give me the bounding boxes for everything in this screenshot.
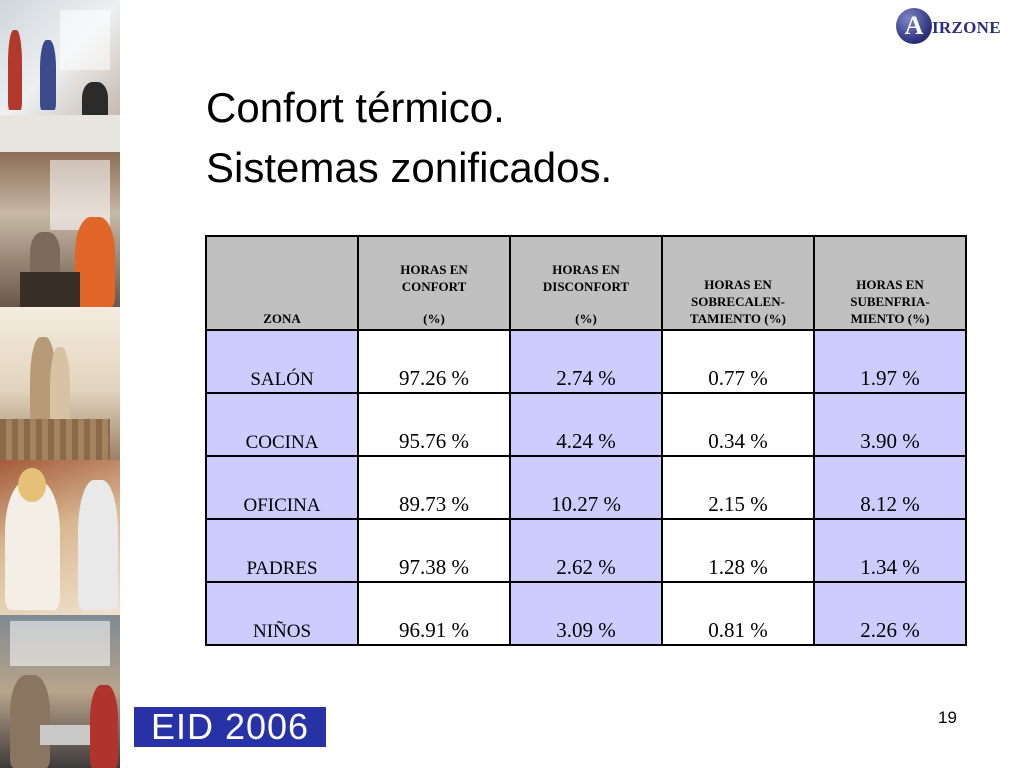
header-disconfort: HORAS EN DISCONFORT (%) [509,235,663,331]
title-line-2: Sistemas zonificados. [206,144,613,191]
header-disconfort-unit: (%) [575,311,597,326]
cell-disconfort: 2.74 % [509,329,663,394]
cell-subenfriamiento: 8.12 % [813,455,967,520]
header-confort-line2: CONFORT [401,279,467,294]
airzone-logo: A IRZONE [896,6,1016,46]
header-sobrecal-line2: SOBRECALEN- [691,294,785,309]
photo-pillow-fight [0,460,120,615]
header-subenfriamiento: HORAS EN SUBENFRIA- MIENTO (%) [813,235,967,331]
table-row: COCINA 95.76 % 4.24 % 0.34 % 3.90 % [205,392,967,457]
header-confort-line1: HORAS EN [400,262,468,277]
cell-sobrecalentamiento: 0.77 % [661,329,815,394]
header-sobrecal-line3: TAMIENTO (%) [690,311,786,326]
photo-strip [0,0,120,768]
cell-disconfort: 4.24 % [509,392,663,457]
header-confort-unit: (%) [423,311,445,326]
eid-2006-logo: EID 2006 [134,707,326,747]
page-number: 19 [938,708,957,727]
cell-zona: COCINA [205,392,359,457]
cell-zona: SALÓN [205,329,359,394]
table-row: OFICINA 89.73 % 10.27 % 2.15 % 8.12 % [205,455,967,520]
cell-sobrecalentamiento: 0.34 % [661,392,815,457]
cell-sobrecalentamiento: 0.81 % [661,581,815,646]
logo-initial: A [896,8,932,44]
photo-couple-dancing [0,307,120,460]
table-row: NIÑOS 96.91 % 3.09 % 0.81 % 2.26 % [205,581,967,646]
header-disconfort-line1: HORAS EN [552,262,620,277]
cell-confort: 97.26 % [357,329,511,394]
photo-living-room [0,0,120,152]
cell-subenfriamiento: 2.26 % [813,581,967,646]
header-confort: HORAS EN CONFORT (%) [357,235,511,331]
cell-confort: 97.38 % [357,518,511,583]
cell-confort: 96.91 % [357,581,511,646]
header-subenfria-line3: MIENTO (%) [850,311,930,326]
header-sobrecal-line1: HORAS EN [704,277,772,292]
comfort-table: ZONA HORAS EN CONFORT (%) HORAS EN DISCO… [205,235,967,646]
header-disconfort-line2: DISCONFORT [542,279,630,294]
photo-family-computer [0,615,120,768]
cell-disconfort: 2.62 % [509,518,663,583]
header-zona: ZONA [205,235,359,331]
cell-subenfriamiento: 3.90 % [813,392,967,457]
header-sobrecalentamiento: HORAS EN SOBRECALEN- TAMIENTO (%) [661,235,815,331]
cell-disconfort: 3.09 % [509,581,663,646]
cell-subenfriamiento: 1.34 % [813,518,967,583]
table-row: PADRES 97.38 % 2.62 % 1.28 % 1.34 % [205,518,967,583]
cell-subenfriamiento: 1.97 % [813,329,967,394]
table-row: SALÓN 97.26 % 2.74 % 0.77 % 1.97 % [205,329,967,394]
cell-confort: 95.76 % [357,392,511,457]
slide-title: Confort térmico. Sistemas zonificados. [206,78,612,198]
cell-zona: PADRES [205,518,359,583]
logo-text: IRZONE [932,18,1001,37]
cell-disconfort: 10.27 % [509,455,663,520]
photo-family-table [0,152,120,307]
cell-sobrecalentamiento: 2.15 % [661,455,815,520]
header-subenfria-line1: HORAS EN [856,277,924,292]
header-subenfria-line2: SUBENFRIA- [850,294,930,309]
cell-zona: OFICINA [205,455,359,520]
cell-zona: NIÑOS [205,581,359,646]
header-zona-label: ZONA [263,311,301,326]
cell-confort: 89.73 % [357,455,511,520]
title-line-1: Confort térmico. [206,84,505,131]
cell-sobrecalentamiento: 1.28 % [661,518,815,583]
header-row: ZONA HORAS EN CONFORT (%) HORAS EN DISCO… [205,235,967,331]
